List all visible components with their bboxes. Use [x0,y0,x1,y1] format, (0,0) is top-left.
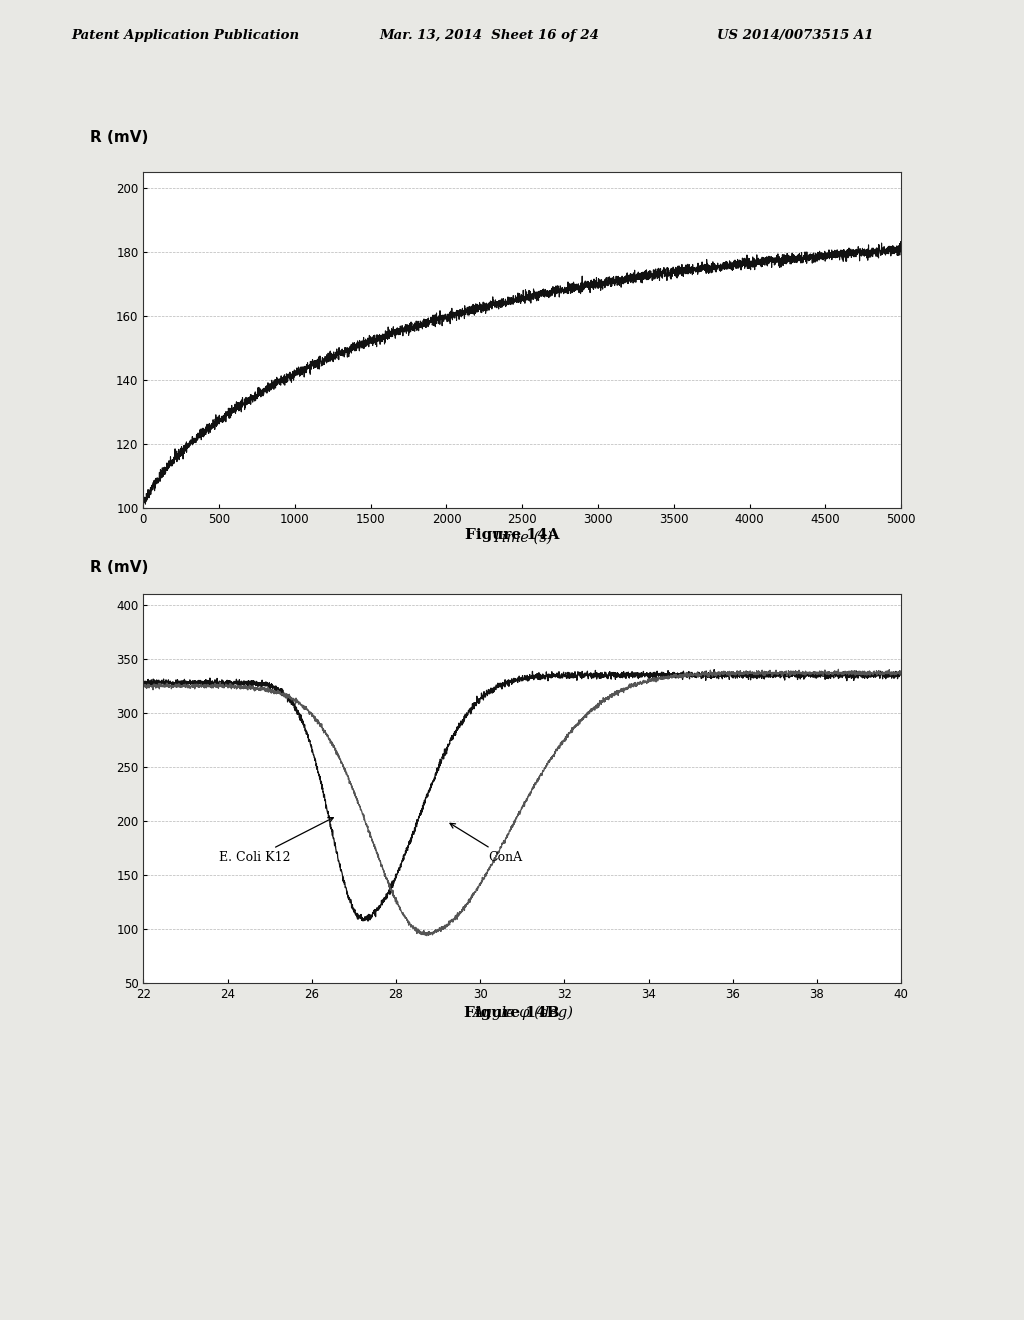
Text: Mar. 13, 2014  Sheet 16 of 24: Mar. 13, 2014 Sheet 16 of 24 [379,29,599,42]
Text: ConA: ConA [450,824,522,865]
X-axis label: Time (s): Time (s) [492,531,553,544]
Text: US 2014/0073515 A1: US 2014/0073515 A1 [717,29,873,42]
Text: R (mV): R (mV) [90,129,148,145]
Text: Figure 14B: Figure 14B [464,1006,560,1020]
Text: R (mV): R (mV) [90,560,148,574]
Text: Patent Application Publication: Patent Application Publication [72,29,300,42]
Text: Figure 14A: Figure 14A [465,528,559,543]
Text: E. Coli K12: E. Coli K12 [219,817,333,865]
X-axis label: Angle φ (deg): Angle φ (deg) [472,1006,572,1020]
